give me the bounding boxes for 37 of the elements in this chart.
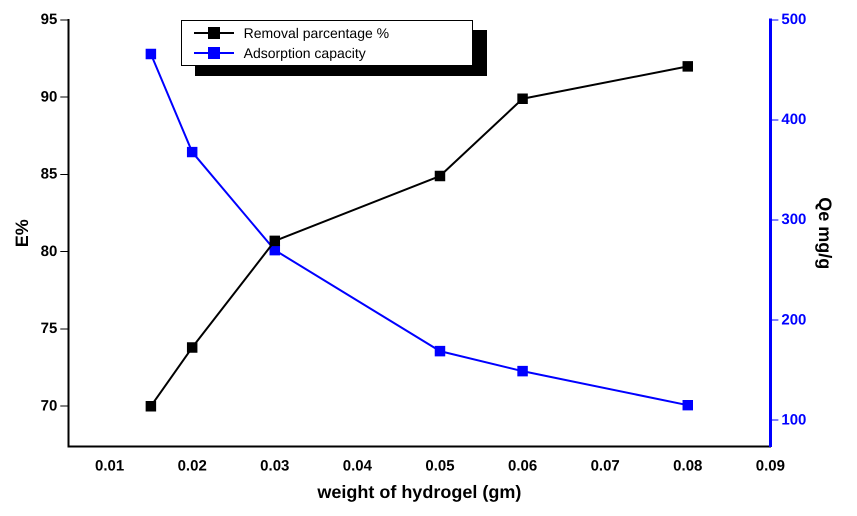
y2-tick-label: 100 (781, 411, 806, 428)
y2-tick-label: 300 (781, 211, 806, 228)
legend-label: Adsorption capacity (244, 45, 366, 61)
x-tick-label: 0.05 (425, 458, 455, 475)
y2-tick-label: 400 (781, 111, 806, 128)
x-tick-label: 0.03 (260, 458, 290, 475)
point (434, 346, 446, 356)
x-axis-title: weight of hydrogel (gm) (316, 482, 522, 502)
point (146, 400, 156, 412)
x-tick-label: 0.04 (342, 458, 373, 475)
x-tick-label: 0.01 (94, 458, 124, 475)
y2-axis-title: Qe mg/g (815, 197, 836, 270)
y-tick-label: 80 (40, 242, 58, 260)
y2-tick-label: 200 (781, 311, 806, 328)
point (682, 61, 694, 72)
x-tick-label: 0.06 (508, 458, 538, 475)
point (146, 48, 156, 60)
point (434, 170, 446, 182)
y-tick-label: 75 (40, 320, 58, 338)
point (270, 236, 280, 246)
legend-label: Removal parcentage % (244, 25, 390, 41)
x-tick-label: 0.08 (673, 458, 702, 475)
y2-tick-label: 500 (781, 11, 806, 28)
x-tick-label: 0.09 (756, 458, 785, 475)
y-tick-label: 90 (40, 88, 58, 106)
x-tick-label: 0.07 (590, 458, 620, 475)
point (186, 146, 198, 158)
point (517, 366, 528, 376)
point (270, 244, 280, 256)
point (682, 400, 694, 410)
y-axis-title: E% (12, 219, 32, 248)
y-tick-label: 95 (40, 11, 58, 28)
y-tick-label: 70 (40, 397, 58, 414)
point (186, 342, 198, 353)
y-tick-label: 85 (40, 166, 58, 183)
x-tick-label: 0.02 (178, 458, 207, 475)
point (517, 94, 528, 104)
